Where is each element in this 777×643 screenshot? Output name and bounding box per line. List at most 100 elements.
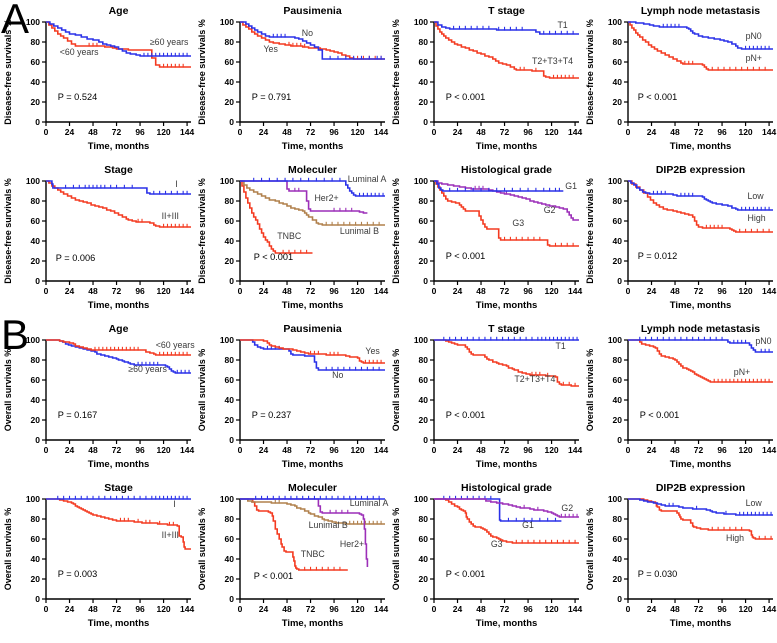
x-axis-label: Time, months [88,459,150,470]
km-curve-luminal-a [240,180,385,197]
p-value-label: P = 0.003 [58,569,97,579]
x-tick-label: 144 [568,604,582,614]
x-tick-label: 24 [65,445,75,455]
x-tick-label: 48 [282,286,292,296]
y-tick-label: 20 [31,256,41,266]
y-tick-label: 80 [31,355,41,365]
x-tick-label: 144 [568,445,582,455]
x-tick-label: 48 [282,445,292,455]
axes [433,22,579,123]
y-tick-label: 100 [26,17,40,27]
y-tick-label: 0 [423,276,428,286]
panel-title: T stage [488,323,525,335]
axes [45,499,191,600]
x-tick-label: 96 [717,127,727,137]
x-tick-label: 0 [44,604,49,614]
series-label: <60 years [60,47,99,57]
km-curve-no [240,339,385,371]
y-tick-label: 0 [617,117,622,127]
y-tick-label: 20 [613,574,623,584]
x-tick-label: 72 [112,445,122,455]
x-tick-label: 96 [135,286,145,296]
series-label: II+III [162,211,179,221]
x-tick-label: 0 [626,286,631,296]
y-axis-label: Overall survivals % [197,508,207,591]
p-value-label: P = 0.791 [252,92,291,102]
y-tick-label: 80 [613,196,623,206]
y-tick-label: 100 [220,335,234,345]
x-tick-label: 72 [694,604,704,614]
panel-title: Histological grade [461,164,552,176]
y-tick-label: 80 [419,196,429,206]
km-plot-b5: Stage Overall survivals % 0 20 40 60 80 100 0 24 4… [3,482,194,629]
x-tick-label: 72 [500,127,510,137]
series-label: pN+ [746,53,762,63]
panel-a3: T stage Disease-free survivals % 0 20 40 60 80… [390,2,584,161]
panel-title: DIP2B expression [656,482,745,494]
km-curve-yes [240,339,385,364]
y-tick-label: 100 [26,335,40,345]
x-tick-label: 96 [523,445,533,455]
x-tick-label: 96 [135,127,145,137]
y-tick-label: 0 [617,276,622,286]
x-tick-label: 72 [500,286,510,296]
panel-title: Pausimenia [283,5,342,17]
y-tick-label: 40 [225,77,235,87]
x-tick-label: 48 [88,604,98,614]
y-tick-label: 20 [225,574,235,584]
panel-a5: Stage Disease-free survivals % 0 20 40 60 80 10… [2,161,196,320]
y-tick-label: 0 [617,594,622,604]
panel-title: Stage [104,164,133,176]
x-axis-label: Time, months [670,618,732,629]
y-tick-label: 80 [419,37,429,47]
panel-title: Histological grade [461,482,552,494]
y-tick-label: 60 [419,216,429,226]
y-tick-label: 0 [423,435,428,445]
x-tick-label: 48 [88,445,98,455]
x-tick-label: 120 [156,127,170,137]
p-value-label: P < 0.001 [446,569,485,579]
y-tick-label: 80 [419,514,429,524]
panel-a6: Moleculer Disease-free survivals % 0 20 40 60… [196,161,390,320]
panel-title: Stage [104,482,133,494]
axes [627,340,773,441]
x-tick-label: 72 [306,445,316,455]
x-tick-label: 96 [329,604,339,614]
x-tick-label: 144 [180,445,194,455]
y-tick-label: 20 [225,97,235,107]
km-curve-pn+ [628,339,773,383]
y-tick-label: 40 [31,236,41,246]
x-tick-label: 96 [329,127,339,137]
y-tick-label: 80 [225,514,235,524]
y-tick-label: 0 [229,117,234,127]
panel-title: T stage [488,5,525,17]
y-tick-label: 60 [613,534,623,544]
panel-title: Lymph node metastasis [641,323,760,335]
km-plot-b1: Age Overall survivals % 0 20 40 60 80 100 0 24 48 7… [3,323,195,470]
y-tick-label: 80 [31,514,41,524]
x-tick-label: 96 [717,286,727,296]
x-tick-label: 24 [647,127,657,137]
series-label: G3 [512,218,524,228]
axes [433,340,579,441]
x-tick-label: 48 [88,127,98,137]
panel-a8: DIP2B expression Disease-free survivals %… [584,161,777,320]
y-axis-label: Disease-free survivals % [197,178,207,284]
x-tick-label: 48 [476,286,486,296]
y-tick-label: 100 [414,494,428,504]
x-tick-label: 0 [626,445,631,455]
panel-b5: Stage Overall survivals % 0 20 40 60 80 100 0 24 4… [2,479,196,638]
km-curve-tnbc [240,498,348,571]
x-tick-label: 96 [135,604,145,614]
panel-title: Pausimenia [283,323,342,335]
x-tick-label: 120 [544,127,558,137]
series-label: Her2+ [340,539,364,549]
y-tick-label: 0 [229,594,234,604]
x-tick-label: 72 [694,286,704,296]
y-tick-label: 20 [31,415,41,425]
y-tick-label: 60 [613,216,623,226]
series-label: ≥60 years [150,37,189,47]
y-tick-label: 0 [617,435,622,445]
km-plot-a1: Age Disease-free survivals % 0 20 40 60 80 100 0… [3,5,194,152]
panel-a1: Age Disease-free survivals % 0 20 40 60 80 100 0… [2,2,196,161]
